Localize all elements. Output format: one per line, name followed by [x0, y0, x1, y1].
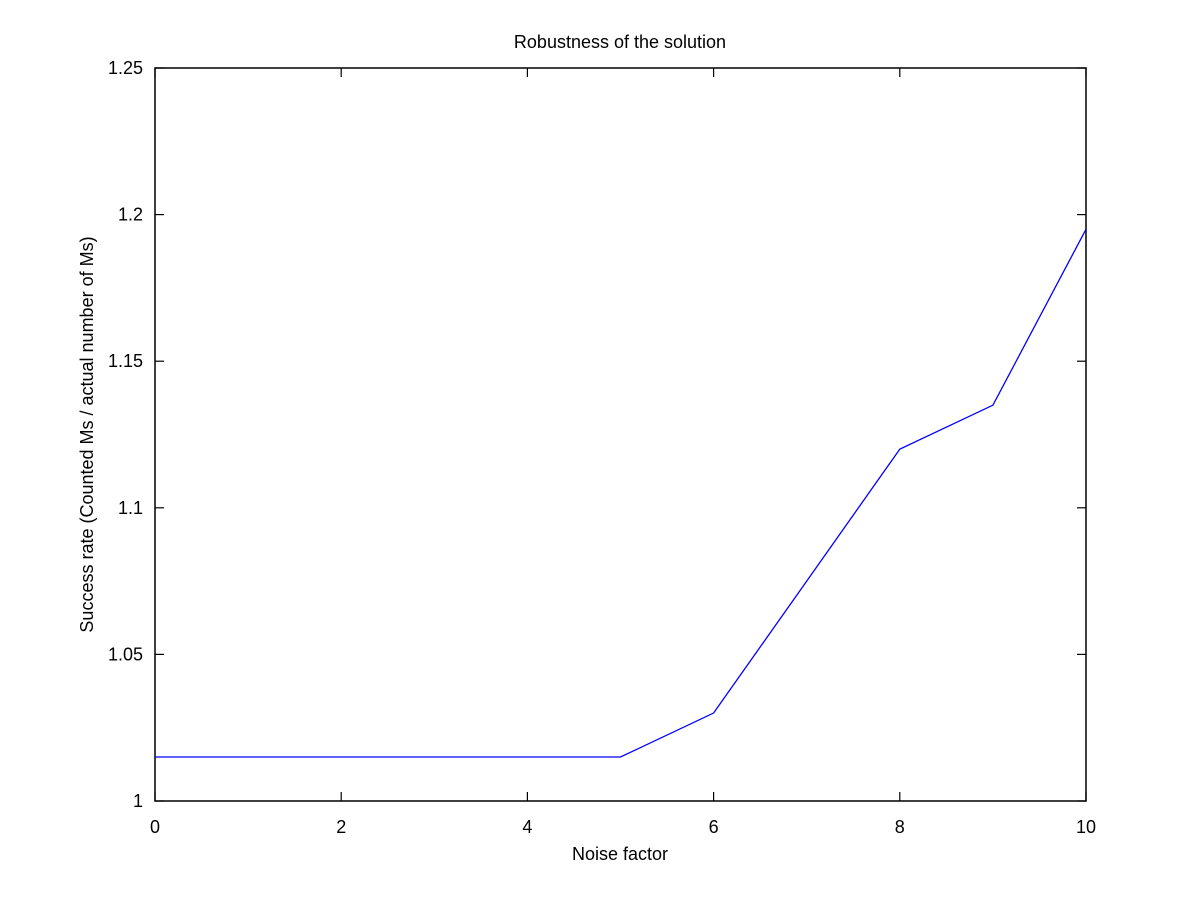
x-tick-label: 8 [895, 817, 905, 837]
x-tick-label: 6 [709, 817, 719, 837]
series-line [155, 228, 1087, 758]
x-axis-label: Noise factor [572, 844, 668, 864]
plot-area [154, 67, 1087, 802]
x-tick-label: 0 [150, 817, 160, 837]
series-group [154, 228, 1087, 758]
axis-ticks: 0 2 4 6 8 10 1 1.05 1.1 1.15 1.2 1.25 [108, 58, 1096, 837]
y-tick-label: 1.15 [108, 351, 143, 371]
y-tick-label: 1.25 [108, 58, 143, 78]
y-tick-label: 1.1 [118, 498, 143, 518]
y-tick-label: 1.05 [108, 644, 143, 664]
y-tick-label: 1 [133, 791, 143, 811]
x-tick-label: 10 [1076, 817, 1096, 837]
x-tick-label: 2 [336, 817, 346, 837]
x-tick-label: 4 [522, 817, 532, 837]
y-axis-label: Success rate (Counted Ms / actual number… [77, 236, 97, 632]
chart-title: Robustness of the solution [514, 32, 726, 52]
y-tick-label: 1.2 [118, 205, 143, 225]
